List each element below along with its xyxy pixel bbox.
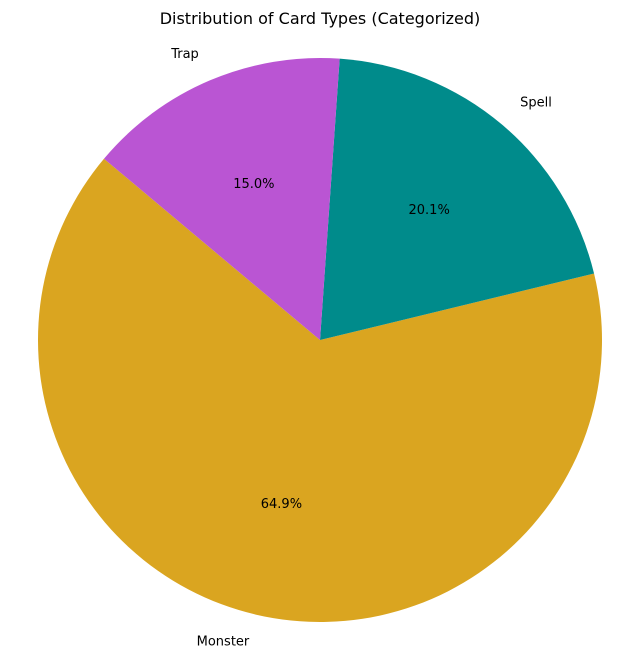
slice-percent-monster: 64.9%: [261, 497, 302, 512]
slice-percent-trap: 15.0%: [233, 177, 274, 192]
pie-slice-spell: [320, 58, 595, 340]
slice-label-monster: Monster: [197, 635, 250, 650]
pie-slice-monster: [37, 158, 602, 622]
chart-title: Distribution of Card Types (Categorized): [160, 9, 481, 28]
slice-label-trap: Trap: [170, 47, 199, 62]
pie-slices: [37, 57, 602, 622]
pie-labels: Monster 64.9% Spell 20.1% Trap 15.0%: [170, 47, 552, 650]
slice-label-spell: Spell: [520, 96, 552, 111]
pie-slice-trap: [103, 57, 340, 340]
slice-percent-spell: 20.1%: [409, 203, 450, 218]
